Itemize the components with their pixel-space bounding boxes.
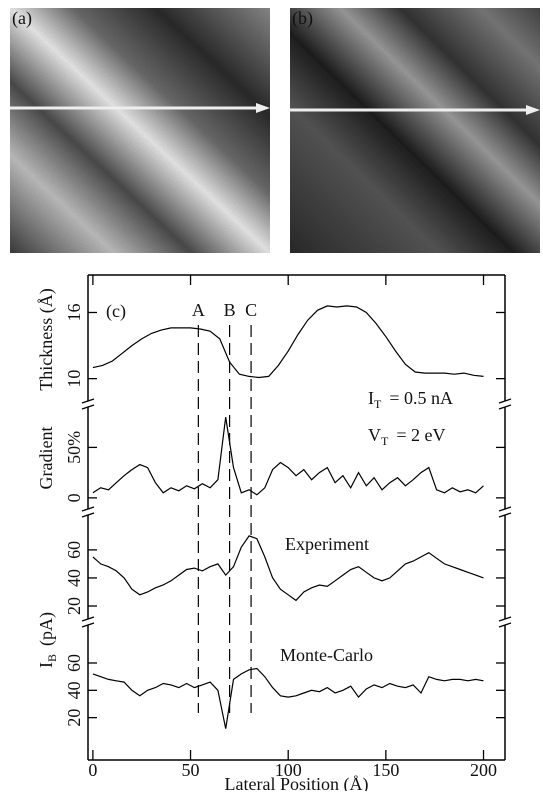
y-axis-label-rest: (pA): [36, 612, 57, 646]
axis-break: [498, 398, 512, 404]
y-axis-label: Gradient: [36, 427, 56, 490]
annotation-rest: = 2 eV: [396, 425, 445, 445]
y-tick-label: 60: [64, 654, 84, 672]
axis-break: [498, 506, 512, 512]
panel-label: (a): [12, 8, 32, 29]
data-line: [92, 305, 484, 379]
annotation: VT = 2 eV: [368, 425, 445, 448]
x-tick-label: 150: [372, 760, 399, 780]
annotation: Experiment: [285, 534, 369, 554]
annotation-rest: = 0.5 nA: [389, 388, 453, 408]
reference-label: B: [224, 300, 236, 320]
y-tick-label: 0: [64, 493, 84, 502]
y-axis-label: Thickness (Å): [36, 288, 57, 390]
axis-break: [81, 616, 95, 622]
image-a: (a): [10, 8, 270, 253]
annotation-main: I: [368, 388, 374, 408]
axis-break: [81, 506, 95, 512]
panel-label: (c): [106, 301, 126, 322]
y-tick-label: 10: [64, 370, 84, 388]
x-tick-label: 200: [470, 760, 497, 780]
axis-break: [498, 616, 512, 622]
y-axis-label-main: I: [36, 662, 56, 668]
y-axis-label-sub: B: [45, 654, 59, 662]
y-tick-label: 40: [64, 681, 84, 699]
annotation-main: Experiment: [285, 534, 369, 554]
y-tick-label: 50%: [64, 431, 84, 464]
y-tick-label: 40: [64, 569, 84, 587]
y-tick-label: 60: [64, 541, 84, 559]
y-tick-label: 20: [64, 597, 84, 615]
axis-break: [81, 398, 95, 404]
data-line: [92, 667, 484, 729]
annotation-main: V: [368, 425, 381, 445]
x-tick-label: 100: [275, 760, 302, 780]
annotation: IT = 0.5 nA: [368, 388, 453, 411]
reference-label: C: [245, 300, 257, 320]
y-axis-label: IB (pA): [36, 612, 59, 668]
data-line: [92, 535, 484, 602]
annotation-sub: T: [374, 397, 382, 411]
x-axis-label: Lateral Position (Å): [225, 774, 369, 791]
panel-label: (b): [292, 8, 313, 29]
y-tick-label: 16: [64, 303, 84, 321]
y-tick-label: 20: [64, 709, 84, 727]
annotation: Monte-Carlo: [280, 645, 373, 665]
annotation-sub: T: [381, 434, 389, 448]
x-tick-label: 50: [182, 760, 200, 780]
data-line: [92, 417, 484, 496]
reference-label: A: [192, 300, 205, 320]
image-b: (b): [290, 8, 540, 253]
x-tick-label: 0: [88, 760, 97, 780]
annotation-main: Monte-Carlo: [280, 645, 373, 665]
